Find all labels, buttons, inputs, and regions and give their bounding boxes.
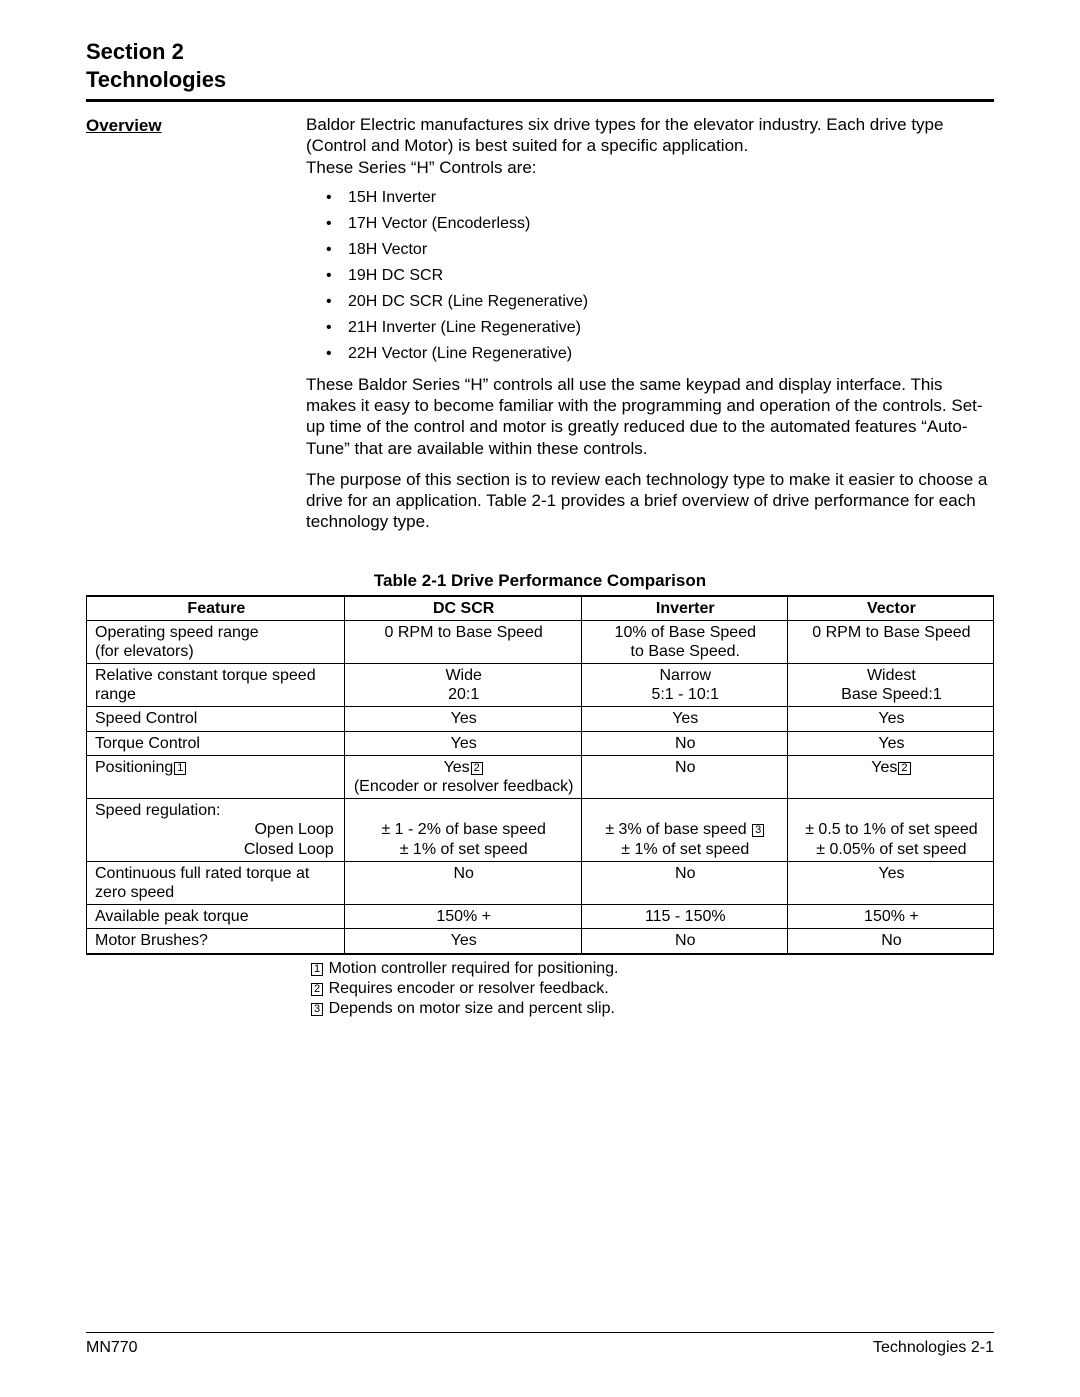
col-header: Feature (87, 596, 345, 621)
overview-intro: Baldor Electric manufactures six drive t… (306, 114, 994, 178)
footnote-num-icon: 1 (311, 963, 323, 976)
list-item: 18H Vector (306, 240, 994, 260)
series-list: 15H Inverter 17H Vector (Encoderless) 18… (306, 188, 994, 364)
section-title-line1: Section 2 (86, 39, 184, 64)
footer-right: Technologies 2-1 (873, 1339, 994, 1357)
table-row: Torque Control Yes No Yes (87, 731, 994, 755)
table-row: Available peak torque 150% + 115 - 150% … (87, 905, 994, 929)
overview-block: Overview Baldor Electric manufactures si… (86, 114, 994, 543)
footnote-ref-icon: 3 (752, 824, 764, 837)
page-footer: MN770 Technologies 2-1 (86, 1332, 994, 1357)
title-rule (86, 99, 994, 102)
table-row: Speed regulation: Open Loop Closed Loop … (87, 799, 994, 862)
col-header: Inverter (581, 596, 787, 621)
footnote: 1 Motion controller required for positio… (310, 959, 994, 979)
table-row: Speed Control Yes Yes Yes (87, 707, 994, 731)
table-row: Relative constant torque speed range Wid… (87, 664, 994, 707)
section-title: Section 2 Technologies (86, 38, 994, 93)
overview-body: Baldor Electric manufactures six drive t… (306, 114, 994, 543)
page: Section 2 Technologies Overview Baldor E… (0, 0, 1080, 1019)
overview-label: Overview (86, 114, 306, 136)
list-item: 20H DC SCR (Line Regenerative) (306, 292, 994, 312)
footnote-num-icon: 2 (311, 983, 323, 996)
table-row: Continuous full rated torque at zero spe… (87, 861, 994, 904)
list-item: 21H Inverter (Line Regenerative) (306, 318, 994, 338)
table-row: Operating speed range (for elevators) 0 … (87, 620, 994, 663)
list-item: 17H Vector (Encoderless) (306, 214, 994, 234)
list-item: 19H DC SCR (306, 266, 994, 286)
table-row: Motor Brushes? Yes No No (87, 929, 994, 954)
list-item: 15H Inverter (306, 188, 994, 208)
table-header-row: Feature DC SCR Inverter Vector (87, 596, 994, 621)
col-header: Vector (787, 596, 993, 621)
footer-left: MN770 (86, 1339, 138, 1357)
table-title: Table 2-1 Drive Performance Comparison (86, 571, 994, 591)
footnote-num-icon: 3 (311, 1003, 323, 1016)
footnote-ref-icon: 2 (898, 762, 910, 775)
col-header: DC SCR (344, 596, 581, 621)
footnote: 2 Requires encoder or resolver feedback. (310, 979, 994, 999)
overview-para2: These Baldor Series “H” controls all use… (306, 374, 994, 459)
footnote-ref-icon: 2 (471, 762, 483, 775)
overview-para3: The purpose of this section is to review… (306, 469, 994, 533)
table-row: Positioning1 Yes2 (Encoder or resolver f… (87, 755, 994, 798)
table-footnotes: 1 Motion controller required for positio… (86, 959, 994, 1019)
list-item: 22H Vector (Line Regenerative) (306, 344, 994, 364)
section-title-line2: Technologies (86, 67, 226, 92)
footer-rule (86, 1332, 994, 1333)
footnote: 3 Depends on motor size and percent slip… (310, 999, 994, 1019)
performance-table: Feature DC SCR Inverter Vector Operating… (86, 595, 994, 955)
footnote-ref-icon: 1 (174, 762, 186, 775)
